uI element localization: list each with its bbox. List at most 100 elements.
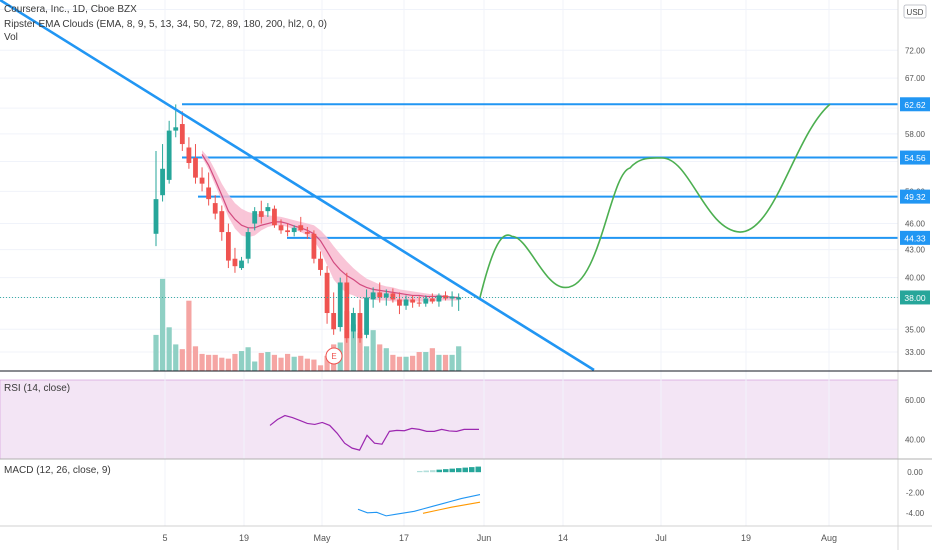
candle-body bbox=[153, 199, 159, 234]
macd-histogram-bar bbox=[462, 467, 468, 473]
price-badge bbox=[900, 150, 930, 165]
volume-bar bbox=[232, 353, 238, 371]
rsi-line bbox=[269, 414, 479, 451]
horizontal-levels[interactable] bbox=[182, 103, 898, 239]
x-tick-label: May bbox=[313, 533, 331, 543]
currency-badge-box bbox=[903, 4, 927, 19]
volume-bar bbox=[278, 357, 284, 371]
x-tick-label: 19 bbox=[741, 533, 751, 543]
currency-label: USD bbox=[907, 8, 924, 17]
candle-body bbox=[311, 233, 317, 259]
volume-bar bbox=[173, 344, 179, 371]
candle-body bbox=[449, 296, 455, 299]
y-tick-label: 67.00 bbox=[905, 74, 926, 83]
price-badge-label: 54.56 bbox=[904, 153, 926, 163]
volume-bar bbox=[377, 344, 383, 371]
volume-bar bbox=[324, 355, 330, 371]
candle-body bbox=[199, 177, 205, 184]
volume-bar bbox=[212, 354, 218, 371]
volume-bar bbox=[258, 352, 264, 371]
volume-bar bbox=[442, 354, 449, 371]
volume-bar bbox=[350, 324, 356, 371]
volume-bar bbox=[291, 356, 297, 371]
candle-body bbox=[397, 299, 402, 306]
candle-body bbox=[278, 225, 284, 231]
volume-bar bbox=[429, 348, 435, 371]
projection-path bbox=[479, 103, 831, 298]
volume-bar bbox=[317, 365, 324, 371]
candle-body bbox=[331, 313, 337, 330]
candle-body bbox=[272, 208, 277, 226]
volume-bar bbox=[423, 352, 429, 371]
rsi-tick-label: 60.00 bbox=[905, 396, 926, 405]
candle-body bbox=[318, 258, 323, 270]
candle-body bbox=[245, 232, 251, 259]
candle-body bbox=[410, 299, 416, 303]
candle-body bbox=[337, 282, 343, 328]
candle-body bbox=[212, 203, 218, 214]
candle-body bbox=[351, 313, 356, 332]
candle-body bbox=[179, 124, 185, 145]
candle-body bbox=[285, 230, 290, 233]
rsi-pane bbox=[269, 414, 479, 451]
y-tick-label: 46.00 bbox=[905, 220, 926, 229]
candle-body bbox=[357, 313, 363, 339]
candle-body bbox=[206, 187, 212, 200]
candle-body bbox=[258, 211, 264, 217]
volume-bar bbox=[298, 355, 304, 371]
rsi-tick-label: 40.00 bbox=[905, 435, 926, 444]
macd-tick-label: -4.00 bbox=[906, 509, 925, 518]
candle-body bbox=[324, 272, 330, 314]
axis-labels: 5 19 May 17 Jun 14 Jul 19 Aug 33.00 35.00 38.00 40.0… bbox=[162, 6, 930, 543]
volume-bar bbox=[449, 354, 455, 371]
volume-legend[interactable]: Vol bbox=[4, 32, 18, 43]
candle-body bbox=[403, 299, 409, 306]
earnings-marker bbox=[325, 347, 343, 365]
rsi-background bbox=[0, 379, 899, 460]
drawings[interactable]: E bbox=[0, 0, 898, 372]
macd-histogram-bar bbox=[417, 470, 423, 473]
macd-histogram-bar bbox=[443, 469, 449, 473]
volume-bar bbox=[238, 351, 245, 371]
y-tick-label: 40.00 bbox=[905, 274, 926, 283]
volume-bar bbox=[206, 354, 212, 371]
macd-tick-label: -2.00 bbox=[906, 489, 925, 498]
volume-bar bbox=[363, 346, 370, 371]
macd-histogram-bar bbox=[456, 468, 462, 473]
x-tick-label: 5 bbox=[162, 533, 167, 543]
candle-body bbox=[429, 298, 435, 302]
y-tick-label: 72.00 bbox=[905, 46, 926, 55]
volume-bar bbox=[436, 354, 442, 371]
macd-legend[interactable]: MACD (12, 26, close, 9) bbox=[4, 465, 111, 476]
candle-body bbox=[344, 282, 350, 339]
signal-line bbox=[422, 501, 481, 514]
volume-bar bbox=[199, 353, 205, 371]
macd-pane bbox=[357, 466, 481, 517]
volume-bar bbox=[166, 327, 172, 371]
currency-badge[interactable]: USD bbox=[903, 4, 927, 19]
candle-body bbox=[265, 207, 271, 212]
x-tick-label: Jul bbox=[655, 533, 667, 543]
volume-bar bbox=[245, 347, 251, 371]
volume-bar bbox=[304, 358, 310, 371]
rsi-legend[interactable]: RSI (14, close) bbox=[4, 383, 71, 394]
ema-cloud bbox=[201, 150, 459, 302]
candle-body bbox=[173, 127, 179, 131]
macd-histogram-bar bbox=[436, 469, 442, 473]
candle-body bbox=[225, 232, 231, 261]
price-badge bbox=[900, 189, 930, 204]
ema-clouds-legend[interactable]: Ripster EMA Clouds (EMA, 8, 9, 5, 13, 34… bbox=[4, 19, 327, 30]
candle-body bbox=[377, 292, 383, 298]
y-tick-label: 35.00 bbox=[905, 325, 926, 334]
symbol-legend[interactable]: Coursera, Inc., 1D, Cboe BZX bbox=[4, 4, 137, 15]
candle-body bbox=[436, 295, 442, 302]
volume-bar bbox=[357, 333, 363, 371]
candle-body bbox=[416, 302, 422, 304]
candle-body bbox=[166, 130, 172, 180]
volume-bar bbox=[285, 353, 291, 371]
macd-histogram-bar bbox=[430, 470, 436, 473]
volume-bar bbox=[410, 355, 416, 371]
